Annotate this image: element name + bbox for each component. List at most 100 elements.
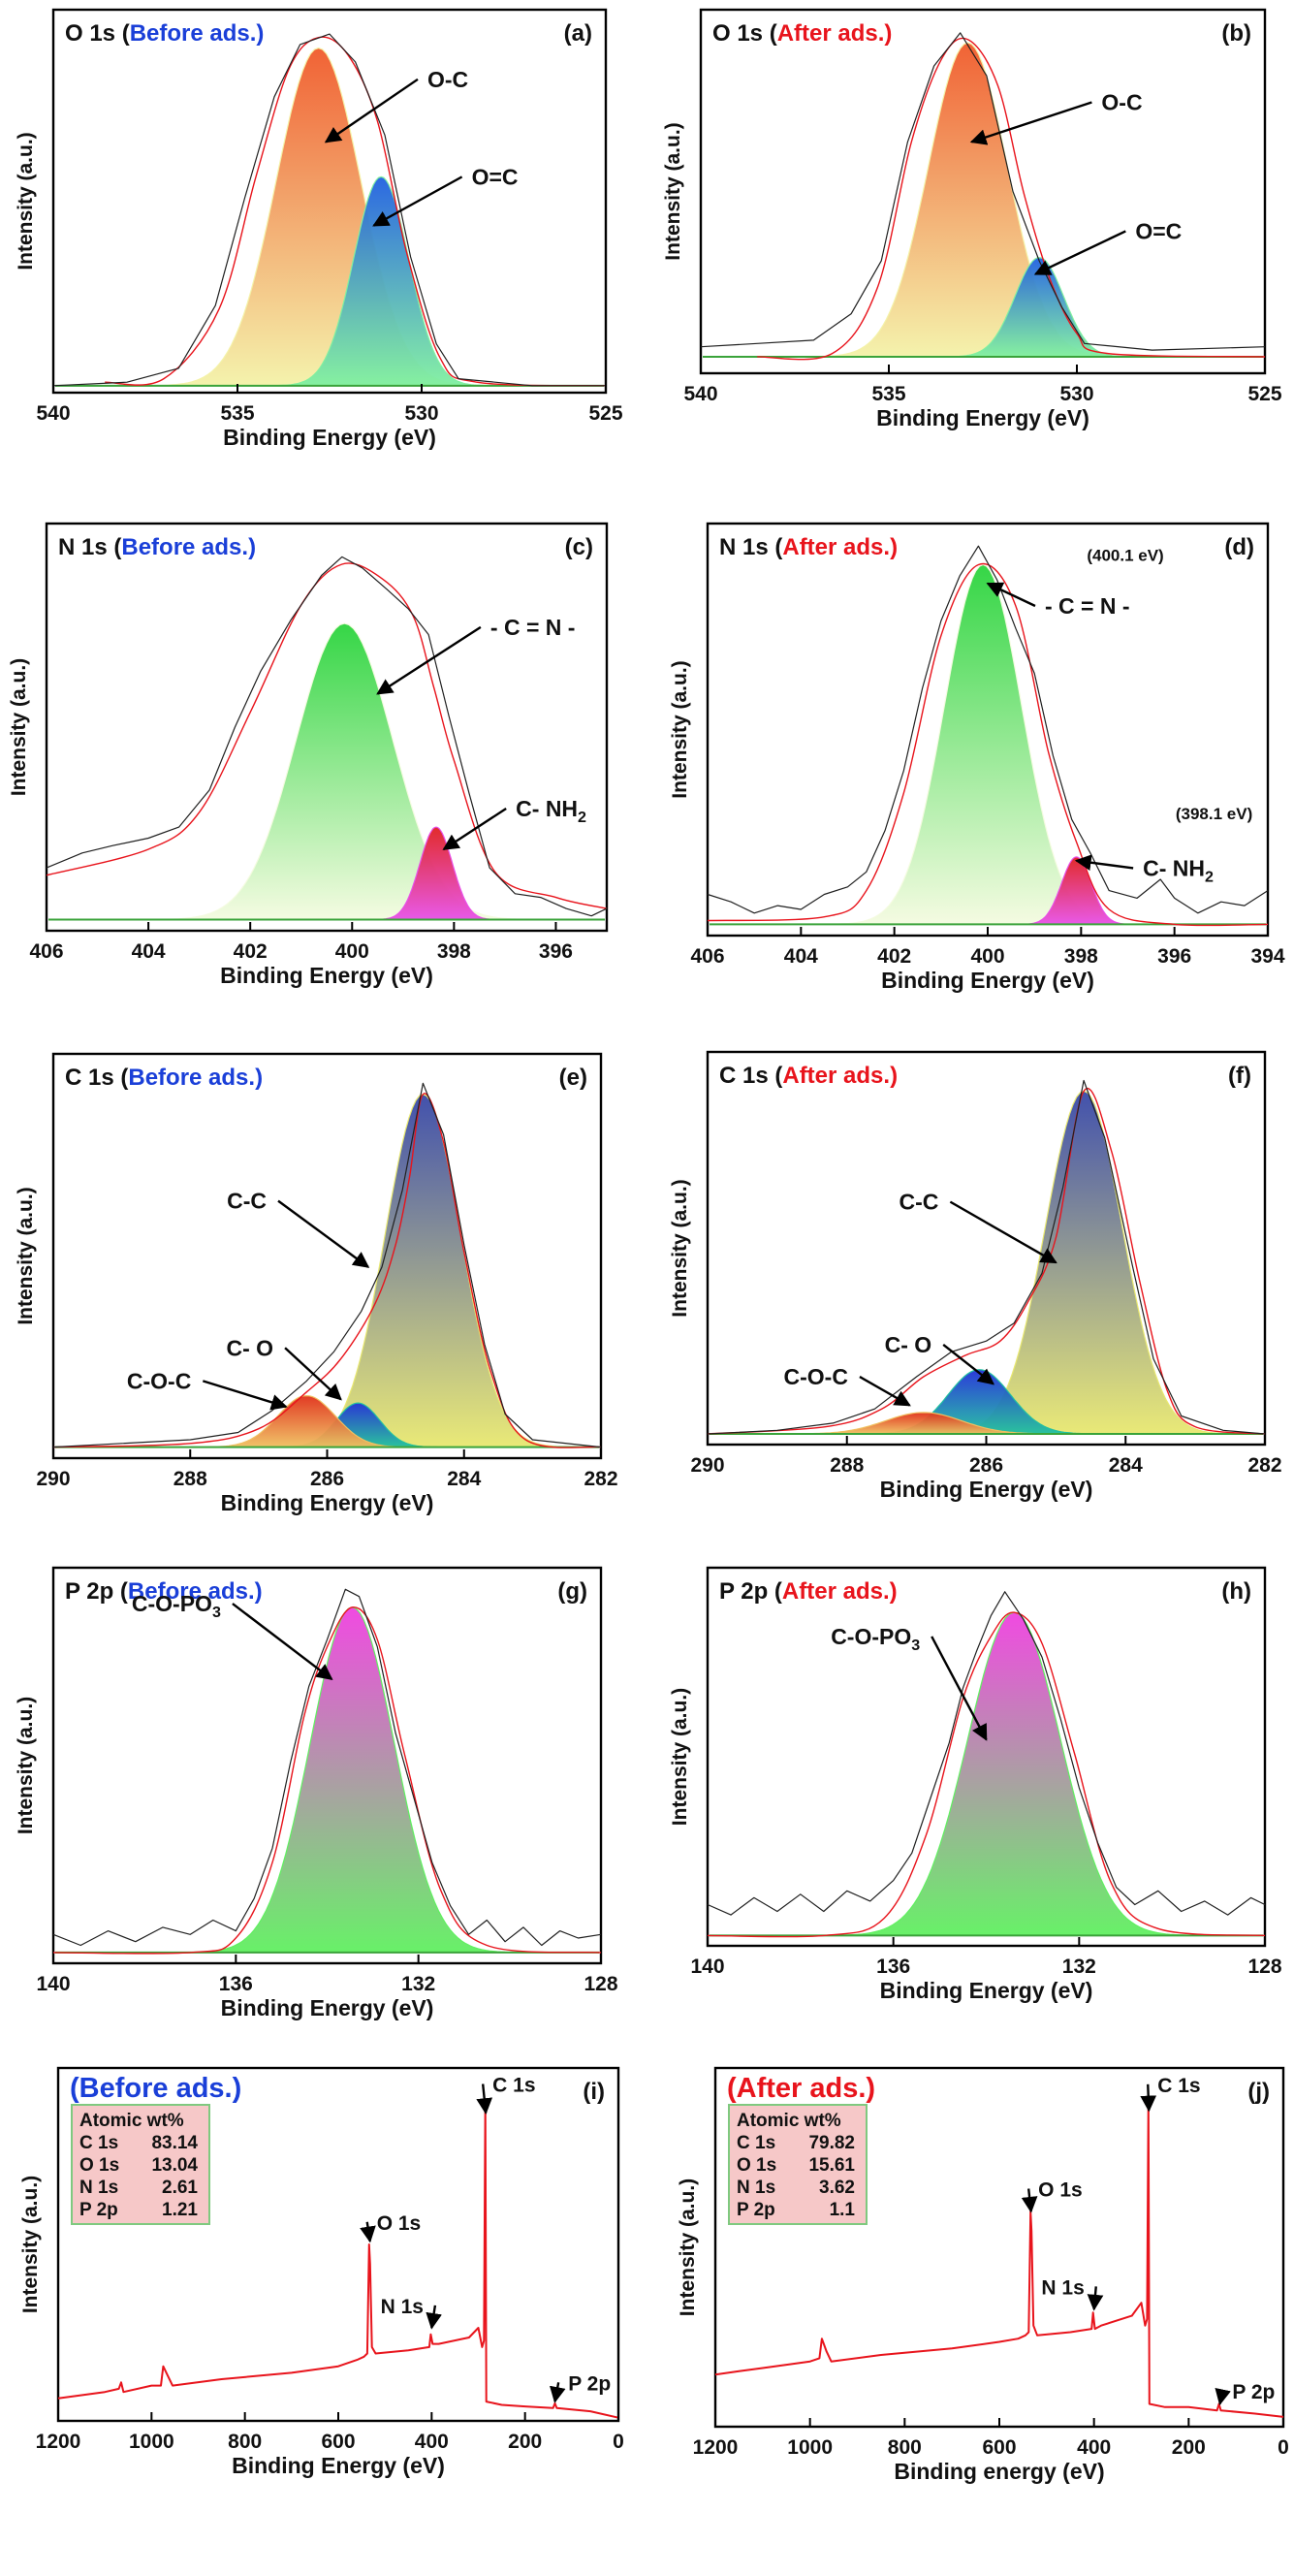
panel-title: O 1s (After ads.) <box>712 20 892 47</box>
x-tick-label: 540 <box>683 383 717 405</box>
atomic-table-element: O 1s <box>79 2155 119 2176</box>
annotation: C- NH2 <box>442 796 586 851</box>
x-tick-label: 1000 <box>787 2436 833 2459</box>
annotation-label: (398.1 eV) <box>1176 805 1252 823</box>
panel-c: 406 404 402 400 398 396 Binding Energy (eV) Int… <box>8 522 609 988</box>
annotation-arrow <box>372 175 463 227</box>
y-axis-label: Intensity (a.u.) <box>8 658 30 796</box>
y-axis-label: Intensity (a.u.) <box>15 1697 37 1834</box>
panel-subtitle: Before ads. <box>128 1578 255 1605</box>
atomic-table-value: 83.14 <box>151 2133 198 2153</box>
x-tick-label: 535 <box>871 383 905 405</box>
panel-subtitle-close: ) <box>890 534 898 560</box>
annotation-arrow <box>1215 2387 1231 2406</box>
x-tick-label: 535 <box>220 402 254 425</box>
annotation: (400.1 eV) <box>1087 547 1163 565</box>
x-tick-label: 402 <box>877 945 911 968</box>
x-tick-label: 136 <box>219 1973 253 1995</box>
x-tick-label: 406 <box>690 945 724 968</box>
annotation-label: C-O-PO3 <box>831 1624 920 1654</box>
atomic-table-value: 15.61 <box>808 2155 855 2176</box>
annotation-arrow <box>376 625 482 695</box>
annotation-label: - C = N - <box>490 615 576 640</box>
panel-letter: (e) <box>559 1065 587 1091</box>
annotation: C-C <box>227 1189 370 1268</box>
annotation: O 1s <box>1021 2178 1083 2213</box>
x-axis-label: Binding Energy (eV) <box>221 1995 434 2020</box>
x-tick-label: 398 <box>1064 945 1098 968</box>
annotation: O=C <box>1033 218 1182 275</box>
panel-letter: (d) <box>1224 534 1254 560</box>
y-axis-label: Intensity (a.u.) <box>19 2176 42 2313</box>
panel-subtitle: After ads. <box>782 534 890 560</box>
panel-subtitle: After ads. <box>782 1063 890 1089</box>
x-tick-label: 400 <box>335 940 369 963</box>
annotation-label: O 1s <box>1038 2178 1083 2201</box>
atomic-table: Atomic wt%C 1s 83.14 O 1s 13.04 N 1s 2.61 P 2p… <box>71 2104 210 2225</box>
x-tick-label: 398 <box>437 940 471 963</box>
x-tick-label: 396 <box>539 940 573 963</box>
x-axis-label: Binding energy (eV) <box>894 2459 1104 2484</box>
panel-j: 1200 1000 800 600 400 200 0 Binding energy (eV)… <box>677 2066 1289 2484</box>
annotation-label: P 2p <box>568 2372 611 2395</box>
annotation-label: C-O-PO3 <box>132 1591 221 1621</box>
x-axis-label: Binding Energy (eV) <box>880 1978 1093 2003</box>
x-tick-label: 1200 <box>693 2436 739 2459</box>
x-tick-label: 402 <box>234 940 268 963</box>
annotation-label: C 1s <box>1157 2075 1200 2097</box>
x-tick-label: 290 <box>690 1454 724 1477</box>
x-tick-label: 200 <box>508 2431 542 2453</box>
panel-letter: (f) <box>1228 1063 1251 1089</box>
annotation-label: O 1s <box>377 2212 422 2235</box>
fit-envelope-line <box>707 1611 1266 1938</box>
plot-area <box>52 1588 602 1955</box>
atomic-table-value: 2.61 <box>162 2178 198 2198</box>
annotation-label: C-O-C <box>784 1364 848 1389</box>
x-tick-label: 406 <box>29 940 63 963</box>
x-tick-label: 404 <box>132 940 166 963</box>
x-axis-label: Binding Energy (eV) <box>881 968 1094 993</box>
x-axis-label: Binding Energy (eV) <box>221 1490 434 1515</box>
atomic-table-header: Atomic wt% <box>737 2111 841 2131</box>
annotation-label: O=C <box>1135 218 1182 243</box>
atomic-table-value: 3.62 <box>819 2178 855 2198</box>
atomic-table-element: N 1s <box>737 2178 775 2198</box>
panel-a: 540 535 530 525 Binding Energy (eV) Intensity… <box>15 8 623 450</box>
x-tick-label: 288 <box>830 1454 864 1477</box>
x-axis-label: Binding Energy (eV) <box>232 2453 445 2478</box>
x-axis-label: Binding Energy (eV) <box>223 425 436 450</box>
x-tick-label: 540 <box>36 402 70 425</box>
fit-envelope-line <box>757 37 1266 361</box>
y-axis-label: Intensity (a.u.) <box>669 1688 691 1826</box>
annotation: C- NH2 <box>1074 854 1214 885</box>
annotation-arrow <box>232 1603 333 1680</box>
fit-envelope-line <box>52 1093 602 1448</box>
x-tick-label: 132 <box>1062 1956 1096 1978</box>
x-axis: 140 136 132 128 <box>36 1955 618 1995</box>
annotation-arrow <box>360 2221 376 2243</box>
annotation-arrow <box>1140 2083 1157 2113</box>
panel-subtitle-close: ) <box>256 20 264 47</box>
x-tick-label: 132 <box>401 1973 435 1995</box>
component-peak-h-1 <box>818 1611 1211 1936</box>
annotation-label: C-C <box>899 1190 938 1215</box>
plot-area <box>714 2099 1284 2418</box>
x-axis: 290 288 286 284 282 <box>36 1449 618 1490</box>
x-axis-label: Binding Energy (eV) <box>880 1477 1093 1502</box>
plot-area <box>57 2099 619 2419</box>
annotation-arrow <box>1021 2188 1038 2213</box>
annotation-label: O-C <box>427 67 468 92</box>
x-tick-label: 400 <box>970 945 1004 968</box>
annotation-label: C- O <box>885 1332 932 1357</box>
atomic-table-value: 79.82 <box>808 2133 855 2153</box>
plot-frame <box>51 1052 603 1460</box>
annotation-subscript: 2 <box>1205 868 1214 885</box>
atomic-table-element: P 2p <box>737 2200 775 2220</box>
panel-subtitle: After ads. <box>782 1578 890 1605</box>
panel-subtitle: Before ads. <box>130 20 257 47</box>
annotation: (398.1 eV) <box>1176 805 1252 823</box>
annotation-label: O=C <box>472 164 519 189</box>
y-axis-label: Intensity (a.u.) <box>15 1187 37 1324</box>
y-axis-label: Intensity (a.u.) <box>669 660 691 798</box>
